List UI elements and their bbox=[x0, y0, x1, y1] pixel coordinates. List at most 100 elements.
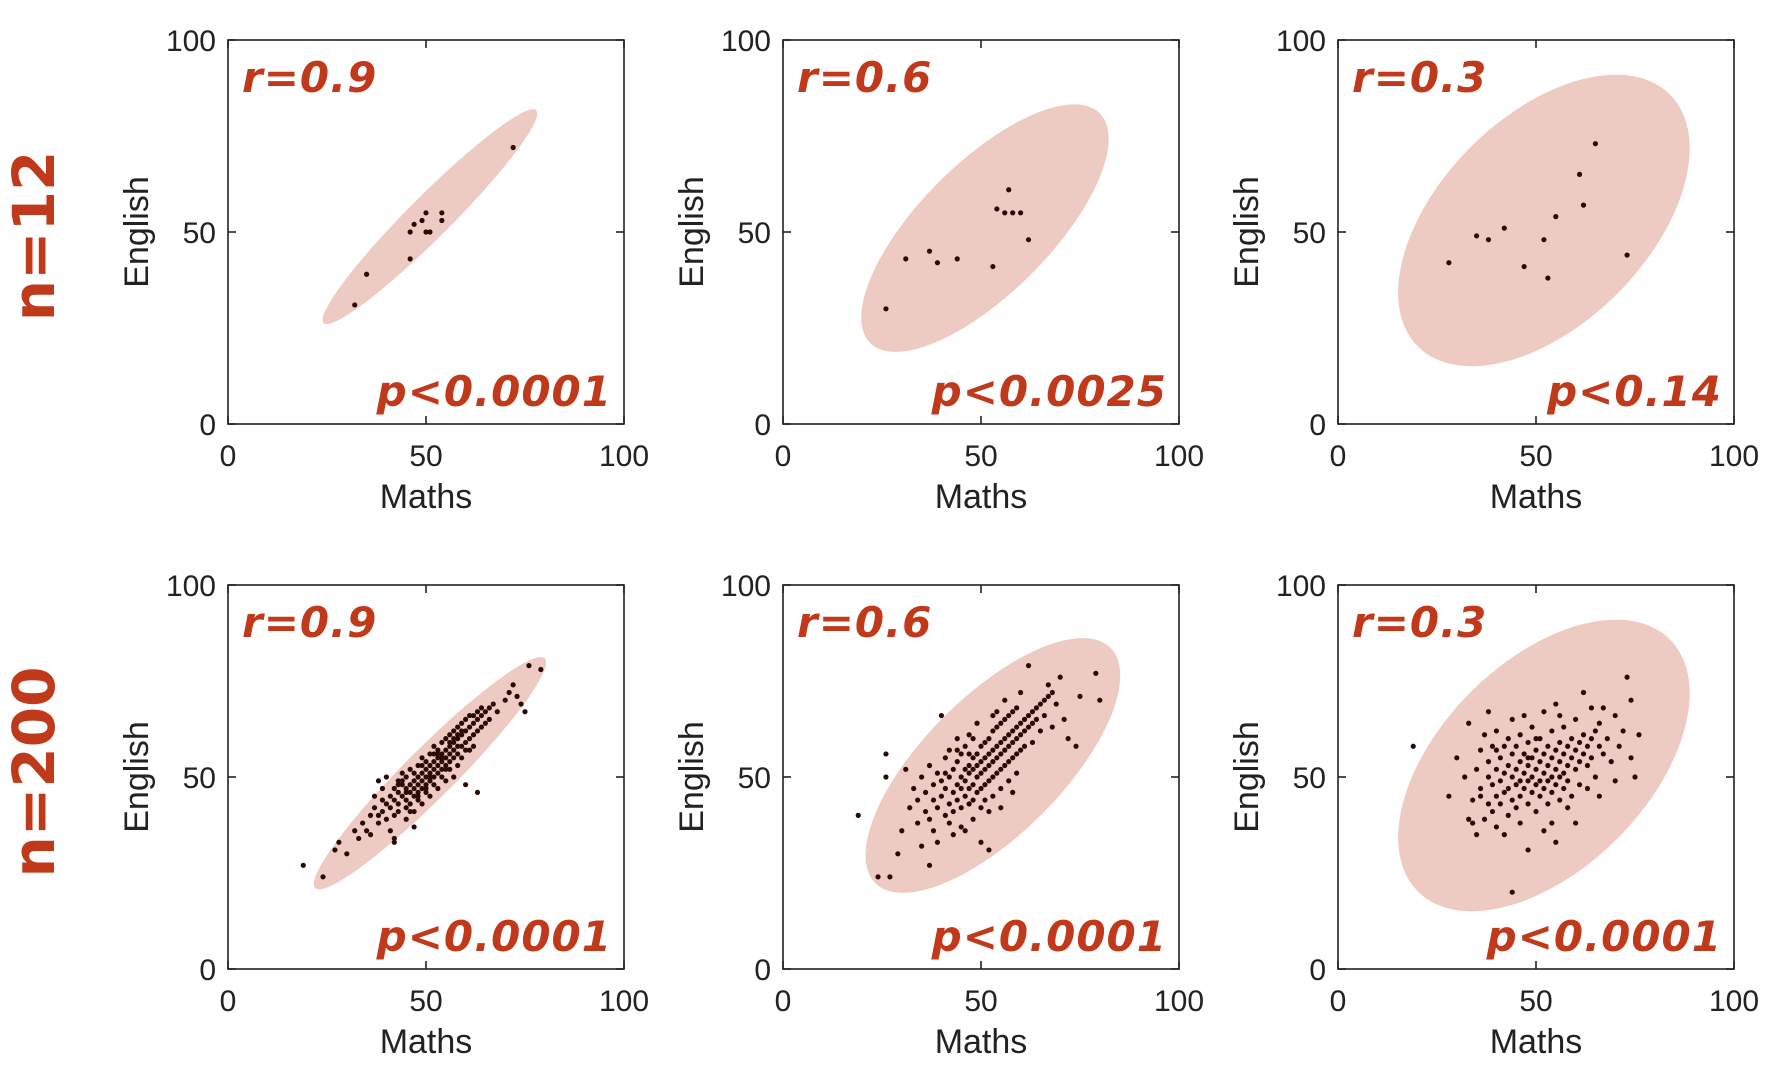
data-point bbox=[375, 812, 382, 819]
data-point bbox=[994, 724, 1000, 730]
y-tick-label: 50 bbox=[738, 762, 771, 795]
x-axis-label: Maths bbox=[1490, 478, 1583, 516]
data-point bbox=[395, 782, 401, 788]
data-point bbox=[423, 229, 429, 235]
data-point bbox=[1576, 759, 1583, 765]
data-point bbox=[1014, 705, 1020, 711]
data-point bbox=[439, 774, 445, 780]
data-point bbox=[982, 739, 988, 746]
data-point bbox=[526, 663, 532, 669]
data-point bbox=[950, 808, 956, 815]
data-point bbox=[946, 774, 952, 780]
data-point bbox=[1489, 782, 1496, 788]
data-point bbox=[1588, 736, 1595, 742]
data-point bbox=[1505, 736, 1511, 742]
data-points bbox=[855, 663, 1103, 880]
data-point bbox=[443, 766, 449, 772]
data-point bbox=[1509, 889, 1515, 895]
data-point bbox=[1097, 697, 1103, 703]
data-point bbox=[1010, 210, 1016, 216]
data-point bbox=[1077, 693, 1083, 699]
data-point bbox=[1049, 724, 1055, 730]
data-point bbox=[486, 716, 492, 723]
x-tick-label: 50 bbox=[409, 440, 442, 473]
data-point bbox=[942, 812, 948, 819]
x-tick-label: 0 bbox=[1330, 440, 1347, 473]
data-point bbox=[1553, 214, 1559, 220]
data-point bbox=[1537, 759, 1543, 765]
data-point bbox=[1073, 743, 1079, 749]
data-point bbox=[978, 805, 984, 811]
x-tick-label: 100 bbox=[1709, 440, 1759, 473]
data-point bbox=[966, 762, 972, 769]
scatter-panel-1: 0 50 100 0 50 100 Maths English r=0.9 p<0.0001 bbox=[118, 25, 649, 516]
data-point bbox=[946, 747, 952, 753]
data-point bbox=[1576, 171, 1583, 177]
p-annotation: p<0.0001 bbox=[1486, 912, 1722, 961]
data-point bbox=[1525, 739, 1531, 746]
data-point bbox=[1521, 751, 1527, 757]
data-point bbox=[982, 755, 988, 761]
y-tick-label: 50 bbox=[183, 762, 216, 795]
data-point bbox=[403, 816, 409, 822]
data-point bbox=[423, 774, 429, 780]
data-point bbox=[942, 785, 948, 792]
data-point bbox=[938, 793, 945, 799]
row-label-n200: n=200 bbox=[0, 667, 68, 878]
data-point bbox=[966, 732, 972, 738]
data-point bbox=[466, 736, 473, 742]
data-point bbox=[419, 217, 425, 224]
data-point bbox=[942, 770, 948, 776]
data-point bbox=[1525, 762, 1531, 769]
data-point bbox=[938, 778, 945, 784]
data-point bbox=[447, 766, 453, 772]
y-tick-label: 0 bbox=[199, 954, 216, 987]
data-point bbox=[962, 766, 968, 772]
y-tick-label: 100 bbox=[721, 570, 771, 603]
x-tick-label: 50 bbox=[409, 985, 442, 1018]
data-point bbox=[1521, 785, 1527, 792]
data-point bbox=[966, 785, 972, 792]
data-point bbox=[986, 778, 992, 784]
data-point bbox=[522, 709, 528, 715]
data-point bbox=[1002, 210, 1008, 216]
data-point bbox=[435, 762, 441, 769]
data-point bbox=[926, 816, 933, 822]
r-annotation: r=0.3 bbox=[1352, 53, 1487, 102]
data-point bbox=[990, 712, 996, 719]
data-point bbox=[1517, 778, 1523, 784]
x-tick-label: 50 bbox=[1519, 440, 1552, 473]
data-point bbox=[1592, 728, 1598, 734]
data-point bbox=[1010, 755, 1016, 761]
data-point bbox=[1509, 716, 1515, 723]
data-point bbox=[1553, 766, 1559, 772]
data-point bbox=[427, 751, 433, 757]
data-point bbox=[1596, 793, 1602, 799]
data-point bbox=[1018, 720, 1024, 726]
y-tick-label: 50 bbox=[1293, 217, 1326, 250]
data-point bbox=[439, 751, 445, 757]
data-point bbox=[926, 862, 933, 868]
y-tick-label: 100 bbox=[166, 25, 216, 58]
data-point bbox=[407, 766, 413, 772]
data-point bbox=[1002, 747, 1008, 753]
data-point bbox=[1569, 736, 1575, 742]
data-point bbox=[1573, 716, 1579, 723]
data-point bbox=[332, 847, 338, 853]
data-point bbox=[371, 805, 378, 811]
data-point bbox=[903, 256, 909, 262]
data-point bbox=[1557, 759, 1563, 765]
data-point bbox=[1513, 766, 1519, 772]
data-point bbox=[1485, 237, 1492, 243]
data-point bbox=[1525, 755, 1531, 761]
data-point bbox=[1521, 712, 1527, 719]
data-point bbox=[455, 736, 461, 742]
data-point bbox=[466, 712, 473, 719]
data-point bbox=[423, 782, 429, 788]
data-point bbox=[998, 785, 1004, 792]
data-point bbox=[1533, 808, 1539, 815]
confidence-ellipse bbox=[861, 104, 1109, 352]
data-point bbox=[1561, 724, 1567, 730]
data-point bbox=[1002, 736, 1008, 742]
data-point bbox=[502, 697, 508, 703]
